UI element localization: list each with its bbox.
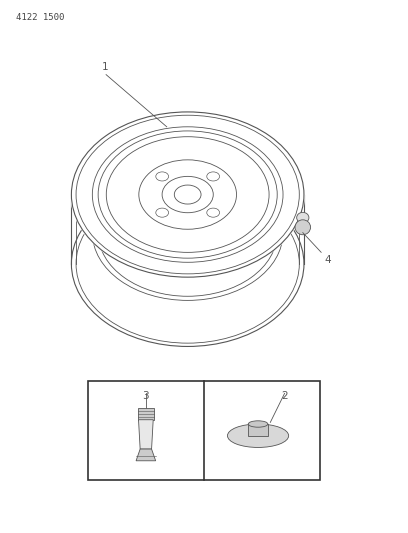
Text: 1: 1 [102,62,109,72]
Ellipse shape [156,208,169,217]
Ellipse shape [71,181,304,346]
Text: 4122 1500: 4122 1500 [16,13,65,22]
Ellipse shape [295,220,310,235]
Bar [248,424,268,436]
Ellipse shape [297,212,309,223]
Polygon shape [138,420,153,449]
Ellipse shape [98,169,277,296]
Text: 2: 2 [281,391,288,401]
Text: 4: 4 [324,255,331,265]
Polygon shape [136,449,156,461]
Text: 3: 3 [142,391,149,401]
Ellipse shape [76,184,299,343]
Ellipse shape [92,165,283,301]
Ellipse shape [248,421,268,427]
Bar [88,381,320,480]
Ellipse shape [70,111,305,278]
Ellipse shape [228,424,289,448]
Bar [138,408,153,420]
Ellipse shape [207,172,220,181]
Ellipse shape [207,208,220,217]
Ellipse shape [106,161,269,277]
Ellipse shape [156,172,169,181]
